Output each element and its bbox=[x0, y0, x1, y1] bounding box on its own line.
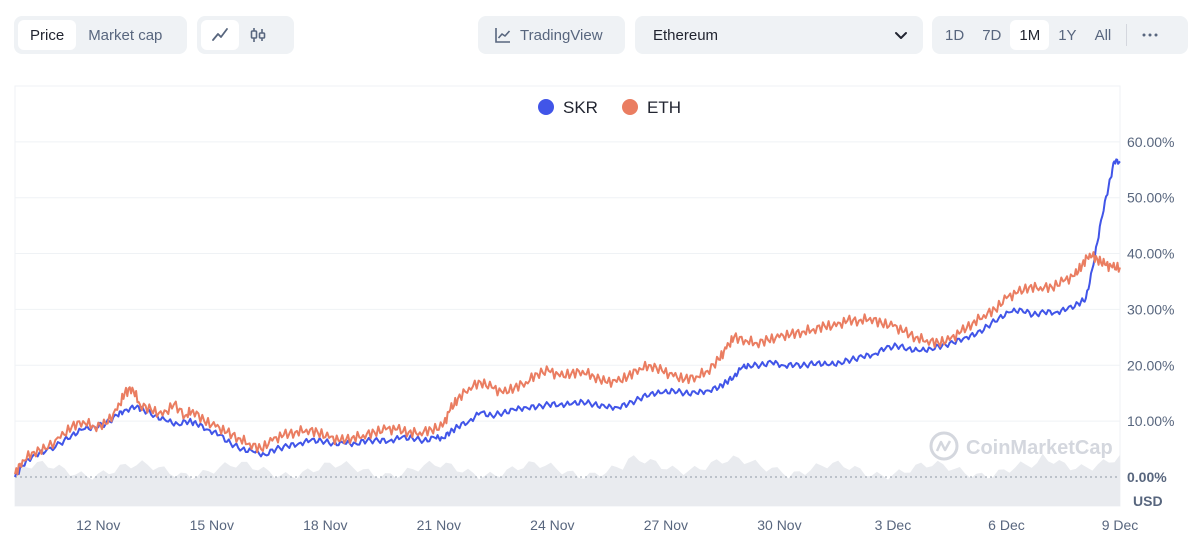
legend-label-skr: SKR bbox=[563, 98, 598, 117]
range-1y-button[interactable]: 1Y bbox=[1058, 26, 1077, 44]
x-tick-label: 18 Nov bbox=[303, 517, 347, 533]
x-tick-label: 9 Dec bbox=[1102, 517, 1139, 533]
line-chart-button[interactable] bbox=[201, 20, 239, 50]
x-tick-label: 15 Nov bbox=[190, 517, 234, 533]
legend-item-eth[interactable]: ETH bbox=[622, 98, 681, 117]
x-tick-label: 6 Dec bbox=[988, 517, 1025, 533]
legend: SKR ETH bbox=[538, 98, 681, 117]
x-tick-label: 27 Nov bbox=[644, 517, 688, 533]
x-tick-label: 24 Nov bbox=[530, 517, 574, 533]
series-lines bbox=[14, 158, 1121, 478]
metric-toggle: Price Market cap bbox=[14, 16, 187, 54]
currency-label: USD bbox=[1133, 493, 1163, 509]
more-horizontal-icon bbox=[1142, 33, 1158, 37]
candlestick-icon bbox=[250, 28, 266, 42]
series-line-eth bbox=[14, 251, 1121, 476]
range-all-button[interactable]: All bbox=[1094, 26, 1112, 44]
chevron-down-icon bbox=[895, 32, 907, 39]
range-7d-button[interactable]: 7D bbox=[982, 26, 1002, 44]
y-tick-label: 20.00% bbox=[1127, 357, 1174, 373]
tradingview-button[interactable]: TradingView bbox=[478, 16, 625, 54]
market-cap-tab[interactable]: Market cap bbox=[88, 26, 163, 44]
y-tick-label: 50.00% bbox=[1127, 190, 1174, 206]
range-1d-button[interactable]: 1D bbox=[945, 26, 965, 44]
plot-frame bbox=[14, 85, 1121, 507]
time-range-toggle: 1D 7D 1M 1Y All bbox=[932, 16, 1188, 54]
line-chart-icon bbox=[212, 28, 228, 41]
chart-type-toggle bbox=[197, 16, 294, 54]
legend-label-eth: ETH bbox=[647, 98, 681, 117]
price-tab[interactable]: Price bbox=[18, 20, 77, 50]
x-tick-label: 3 Dec bbox=[875, 517, 912, 533]
candlestick-chart-button[interactable] bbox=[239, 20, 277, 50]
more-options-button[interactable] bbox=[1135, 20, 1165, 50]
x-tick-label: 21 Nov bbox=[417, 517, 461, 533]
y-axis-ticks: 0.00% 10.00% 20.00% 30.00% 40.00% 50.00% 60.00… bbox=[1127, 134, 1174, 485]
y-tick-label: 10.00% bbox=[1127, 413, 1174, 429]
compare-coin-select[interactable]: Ethereum bbox=[635, 16, 923, 54]
legend-swatch-skr bbox=[538, 99, 554, 115]
x-axis-ticks: 12 Nov 15 Nov 18 Nov 21 Nov 24 Nov 27 Nov 30 N… bbox=[76, 517, 1138, 533]
legend-swatch-eth bbox=[622, 99, 638, 115]
y-tick-label: 0.00% bbox=[1127, 469, 1167, 485]
volume-area bbox=[15, 453, 1120, 506]
tradingview-chart-icon bbox=[495, 28, 511, 43]
tradingview-label: TradingView bbox=[520, 26, 603, 44]
y-tick-label: 40.00% bbox=[1127, 246, 1174, 262]
x-tick-label: 30 Nov bbox=[757, 517, 801, 533]
coinmarketcap-logo-icon bbox=[929, 431, 959, 461]
y-tick-label: 60.00% bbox=[1127, 134, 1174, 150]
compare-coin-value: Ethereum bbox=[653, 26, 719, 44]
grid-lines bbox=[15, 141, 1120, 422]
range-divider bbox=[1126, 24, 1128, 46]
watermark-text: CoinMarketCap bbox=[966, 437, 1113, 459]
legend-item-skr[interactable]: SKR bbox=[538, 98, 598, 117]
x-tick-label: 12 Nov bbox=[76, 517, 120, 533]
coinmarketcap-watermark: CoinMarketCap bbox=[929, 431, 1113, 461]
range-1m-button[interactable]: 1M bbox=[1010, 20, 1050, 50]
y-tick-label: 30.00% bbox=[1127, 301, 1174, 317]
series-line-skr bbox=[14, 158, 1121, 478]
